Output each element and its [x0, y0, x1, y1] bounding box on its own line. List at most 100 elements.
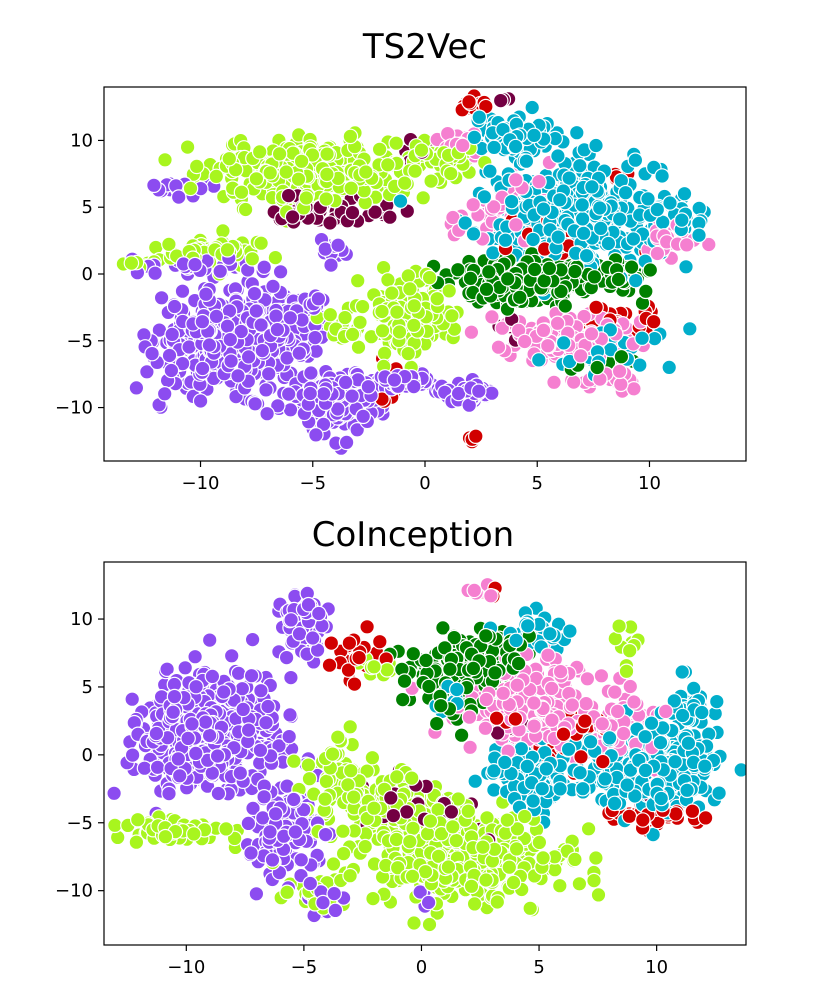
scatter-point	[187, 256, 203, 273]
scatter-point	[262, 165, 278, 181]
y-tick-label: 5	[82, 197, 93, 218]
scatter-point	[308, 427, 324, 443]
scatter-point	[550, 229, 566, 245]
scatter-point	[355, 408, 371, 425]
scatter-point	[578, 247, 595, 264]
scatter-point	[317, 241, 334, 257]
scatter-point	[164, 326, 180, 343]
scatter-point	[507, 138, 524, 155]
scatter-point	[139, 363, 155, 380]
scatter-point	[583, 325, 600, 342]
scatter-point	[580, 820, 597, 837]
scatter-point	[322, 306, 339, 323]
scatter-point	[357, 838, 373, 855]
scatter-point	[478, 281, 495, 298]
scatter-point	[352, 314, 368, 331]
scatter-point	[507, 172, 524, 188]
scatter-point	[194, 360, 211, 377]
scatter-point	[268, 308, 284, 324]
scatter-point	[610, 271, 627, 288]
scatter-point	[337, 309, 353, 326]
scatter-point	[509, 820, 526, 837]
scatter-point	[315, 416, 332, 433]
scatter-point	[421, 678, 437, 695]
scatter-point	[622, 678, 639, 695]
scatter-point	[482, 163, 498, 179]
scatter-point	[418, 652, 434, 669]
scatter-point	[571, 157, 588, 174]
scatter-point	[253, 317, 269, 333]
scatter-point	[589, 359, 605, 376]
scatter-point	[342, 867, 358, 884]
scatter-point	[323, 257, 339, 273]
scatter-point	[463, 324, 480, 340]
scatter-point	[279, 884, 295, 901]
scatter-point	[549, 315, 566, 332]
scatter-point	[503, 193, 520, 210]
scatter-point	[681, 320, 698, 337]
scatter-point	[531, 173, 547, 190]
scatter-point	[244, 250, 261, 267]
scatter-point	[525, 793, 541, 809]
x-tick-label: 0	[419, 473, 430, 494]
scatter-point	[673, 212, 690, 228]
scatter-point	[157, 152, 173, 168]
scatter-point	[367, 204, 383, 220]
scatter-point	[283, 669, 299, 686]
scatter-point	[588, 299, 604, 316]
scatter-point	[174, 283, 191, 299]
scatter-point	[161, 236, 177, 253]
scatter-point	[350, 339, 367, 355]
scatter-point	[654, 168, 670, 184]
scatter-point	[590, 887, 607, 903]
x-tick-label: −10	[182, 473, 220, 494]
scatter-point	[441, 283, 457, 299]
scatter-point	[106, 785, 122, 802]
scatter-point	[541, 260, 558, 277]
scatter-point	[497, 232, 514, 248]
scatter-point	[147, 265, 163, 281]
scatter-point	[298, 190, 315, 206]
scatter-point	[560, 741, 577, 758]
scatter-point	[342, 718, 358, 735]
scatter-point	[248, 171, 265, 187]
scatter-point	[163, 362, 180, 379]
scatter-point	[600, 235, 617, 252]
scatter-point	[462, 270, 479, 287]
scatter-point	[678, 258, 694, 275]
scatter-point	[359, 618, 375, 635]
scatter-point	[531, 834, 548, 851]
scatter-point	[551, 192, 568, 208]
scatter-point	[611, 211, 628, 227]
scatter-point	[428, 715, 445, 732]
scatter-point	[535, 322, 552, 339]
x-tick-label: 5	[532, 473, 543, 494]
scatter-point	[174, 355, 191, 372]
scatter-point	[571, 875, 588, 892]
scatter-point	[466, 896, 483, 912]
scatter-point	[508, 217, 524, 233]
scatter-point	[405, 317, 422, 334]
scatter-point	[561, 170, 577, 186]
scatter-point	[379, 157, 396, 173]
scatter-point	[179, 139, 196, 155]
scatter-point	[208, 308, 225, 325]
scatter-point	[360, 378, 377, 395]
scatter-point	[251, 144, 268, 160]
scatter-point	[318, 191, 334, 207]
scatter-point	[553, 283, 569, 300]
scatter-point	[338, 434, 355, 451]
scatter-point	[678, 237, 695, 253]
scatter-point	[667, 806, 684, 822]
scatter-point	[222, 331, 239, 348]
scatter-point	[492, 92, 509, 109]
scatter-point	[293, 153, 310, 170]
scatter-point	[412, 884, 428, 900]
scatter-point	[371, 141, 388, 158]
scatter-point	[429, 290, 445, 307]
scatter-point	[374, 322, 391, 339]
scatter-point	[342, 762, 359, 779]
scatter-point	[281, 728, 297, 745]
scatter-point	[301, 770, 318, 787]
scatter-point	[461, 94, 477, 110]
